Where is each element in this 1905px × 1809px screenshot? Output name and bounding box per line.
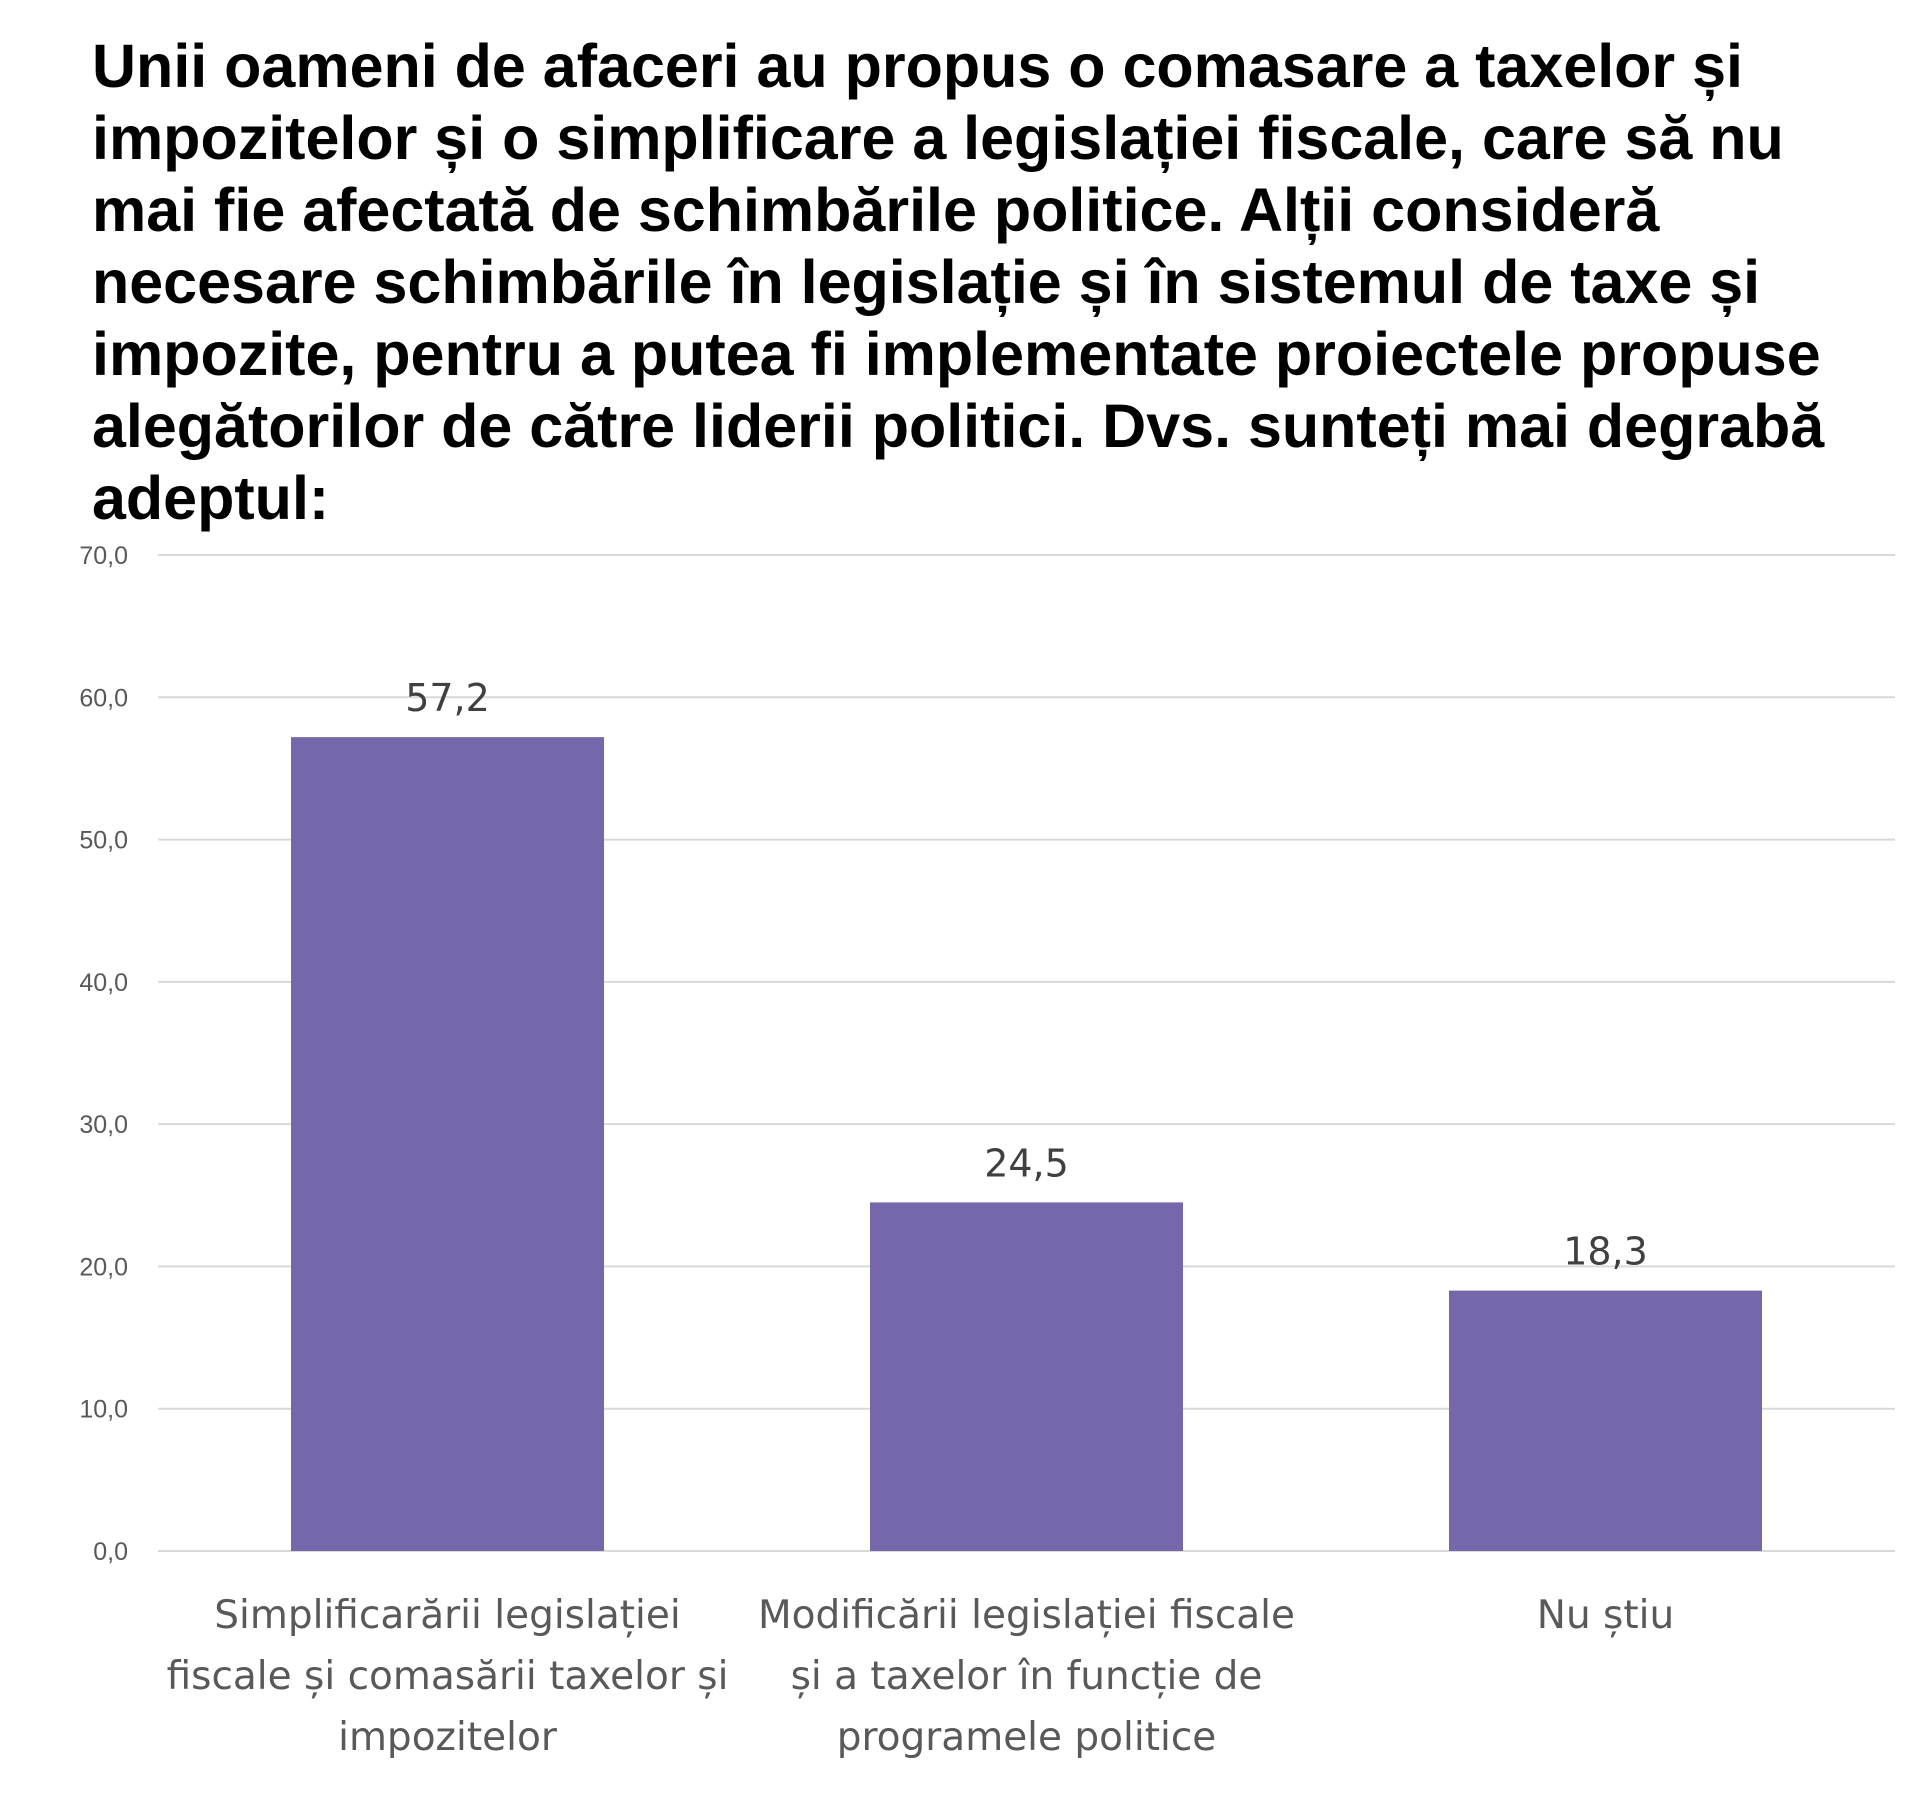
data-label: 57,2 bbox=[405, 676, 490, 720]
y-tick-label: 30,0 bbox=[79, 1111, 128, 1139]
y-tick-label: 60,0 bbox=[79, 684, 128, 712]
bars bbox=[291, 737, 1762, 1551]
y-tick-label: 20,0 bbox=[79, 1253, 128, 1281]
bar bbox=[1449, 1290, 1762, 1551]
y-tick-label: 50,0 bbox=[79, 827, 128, 855]
category-label: impozitelor bbox=[338, 1715, 558, 1760]
y-tick-label: 70,0 bbox=[79, 542, 128, 570]
category-labels: Simplificarării legislației fiscale și co… bbox=[167, 1593, 1675, 1760]
bar bbox=[291, 737, 604, 1551]
bar bbox=[870, 1202, 1183, 1551]
data-label: 18,3 bbox=[1563, 1230, 1648, 1274]
y-tick-label: 40,0 bbox=[79, 969, 128, 997]
chart-title: Unii oameni de afaceri au propus o comas… bbox=[92, 32, 1825, 532]
data-labels: 57,2 24,5 18,3 bbox=[405, 676, 1648, 1273]
y-tick-label: 10,0 bbox=[79, 1396, 128, 1424]
category-label: Modificării legislației fiscale bbox=[758, 1593, 1295, 1638]
category-label: Nu știu bbox=[1537, 1593, 1674, 1638]
category-label: programele politice bbox=[837, 1715, 1217, 1760]
category-label: fiscale și comasării taxelor și bbox=[167, 1654, 729, 1699]
y-axis-tick-labels: 0,0 10,0 20,0 30,0 40,0 50,0 60,0 70,0 bbox=[79, 542, 128, 1566]
y-tick-label: 0,0 bbox=[93, 1538, 128, 1566]
category-label: Simplificarării legislației bbox=[214, 1593, 680, 1638]
data-label: 24,5 bbox=[984, 1141, 1069, 1185]
category-label: și a taxelor în funcție de bbox=[791, 1654, 1263, 1699]
